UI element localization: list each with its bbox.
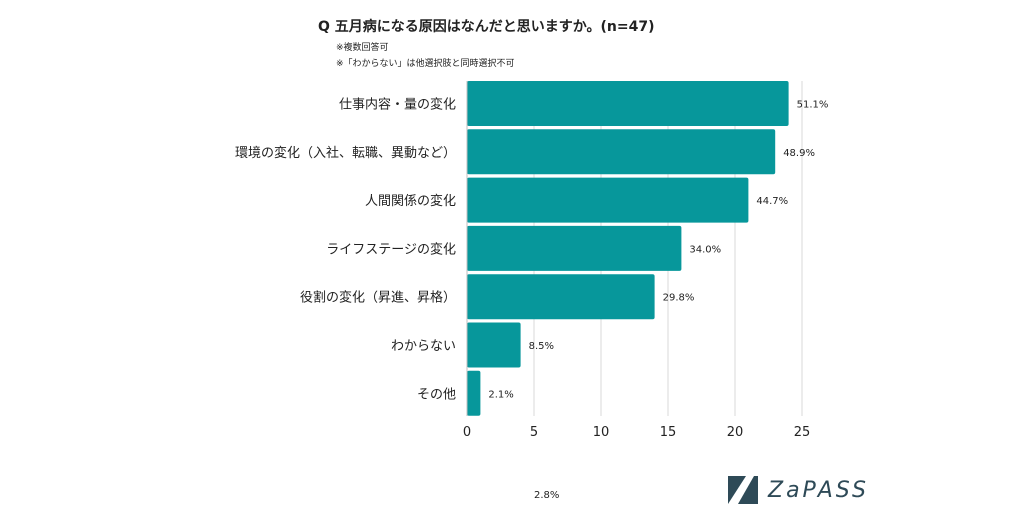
stray-data-label: 2.8% bbox=[534, 490, 560, 501]
bar bbox=[467, 225, 682, 271]
x-tick-label: 25 bbox=[794, 425, 811, 440]
zapass-logo: ZaPASS bbox=[726, 474, 869, 506]
category-label: 仕事内容・量の変化 bbox=[339, 97, 456, 113]
x-tick-label: 5 bbox=[530, 425, 538, 440]
exclusive-answer-note: ※「わからない」は他選択肢と同時選択不可 bbox=[336, 59, 515, 69]
data-label: 48.9% bbox=[783, 148, 815, 159]
x-tick-label: 20 bbox=[727, 425, 744, 440]
bar bbox=[467, 177, 749, 223]
bar bbox=[467, 129, 776, 175]
data-label: 8.5% bbox=[529, 341, 554, 352]
bar bbox=[467, 81, 789, 126]
x-tick-label: 0 bbox=[463, 425, 471, 440]
chart-title: Q 五月病になる原因はなんだと思いますか。(n=47) bbox=[318, 19, 655, 35]
data-label: 34.0% bbox=[689, 244, 721, 255]
data-label: 44.7% bbox=[756, 196, 788, 207]
multiple-answer-note: ※複数回答可 bbox=[336, 43, 389, 53]
x-tick-label: 15 bbox=[660, 425, 677, 440]
category-label: わからない bbox=[391, 339, 456, 354]
category-label: その他 bbox=[417, 387, 456, 402]
bar bbox=[467, 322, 521, 368]
data-label: 51.1% bbox=[797, 100, 829, 111]
data-label: 29.8% bbox=[663, 293, 695, 304]
bar bbox=[467, 370, 481, 416]
x-tick-label: 10 bbox=[593, 425, 610, 440]
category-label: 環境の変化（入社、転職、異動など） bbox=[235, 145, 456, 161]
category-label: 人間関係の変化 bbox=[365, 193, 456, 209]
category-label: 役割の変化（昇進、昇格） bbox=[300, 290, 456, 306]
zapass-logo-icon bbox=[728, 476, 758, 504]
bar bbox=[467, 274, 655, 320]
logo-text: ZaPASS bbox=[768, 477, 869, 503]
data-label: 2.1% bbox=[488, 389, 513, 400]
category-label: ライフステージの変化 bbox=[326, 241, 456, 257]
